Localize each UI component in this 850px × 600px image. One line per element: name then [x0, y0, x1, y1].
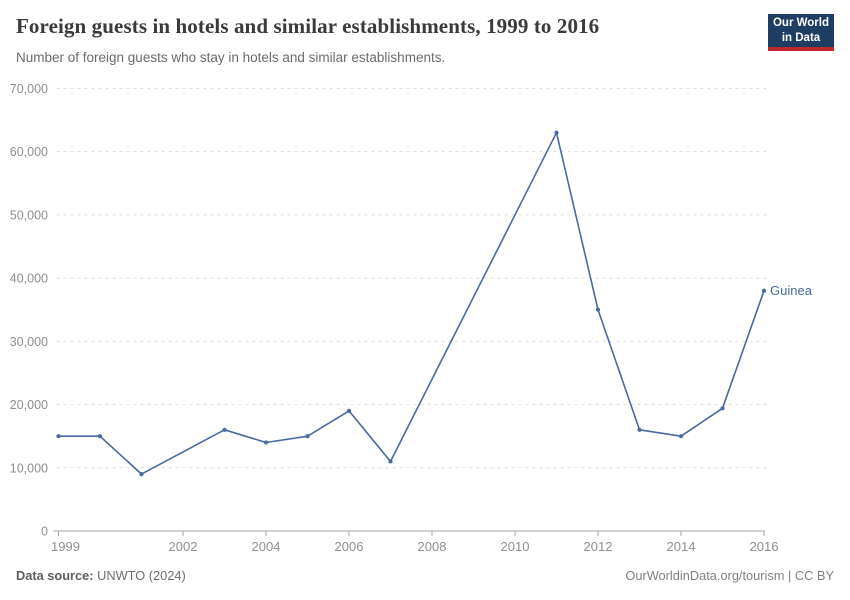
data-point-guinea-2001[interactable] [139, 472, 144, 477]
data-point-guinea-2011[interactable] [554, 130, 559, 135]
y-axis-tick-label-30000: 30,000 [10, 335, 48, 349]
y-axis-tick-label-10000: 10,000 [10, 461, 48, 475]
y-axis-tick-label-20000: 20,000 [10, 398, 48, 412]
data-point-guinea-2013[interactable] [637, 427, 642, 432]
data-point-guinea-1999[interactable] [56, 434, 61, 439]
y-axis-tick-label-50000: 50,000 [10, 208, 48, 222]
data-point-guinea-2003[interactable] [222, 427, 227, 432]
x-axis-tick-label-2004: 2004 [252, 539, 281, 554]
data-point-guinea-2016[interactable] [761, 288, 767, 293]
data-source: Data source: UNWTO (2024) [16, 568, 186, 583]
data-point-guinea-2015[interactable] [720, 406, 725, 411]
data-point-guinea-2006[interactable] [346, 408, 352, 413]
y-axis-tick-label-40000: 40,000 [10, 272, 48, 286]
page-title: Foreign guests in hotels and similar est… [16, 14, 600, 38]
x-axis-tick-label-2008: 2008 [418, 539, 447, 554]
x-axis-tick-label-2012: 2012 [584, 539, 613, 554]
owid-logo[interactable]: Our World in Data [768, 14, 834, 51]
owid-logo-line1: Our World [772, 17, 829, 30]
y-axis-tick-label-0: 0 [41, 525, 48, 539]
x-axis-tick-label-2006: 2006 [335, 539, 364, 554]
y-axis-tick-label-60000: 60,000 [10, 145, 48, 159]
chart-footer: Data source: UNWTO (2024) OurWorldinData… [16, 568, 834, 583]
data-point-guinea-2000[interactable] [97, 434, 103, 439]
x-axis-tick-label-2016: 2016 [750, 539, 779, 554]
x-axis-tick-label-2002: 2002 [169, 539, 198, 554]
data-point-guinea-2012[interactable] [595, 307, 601, 312]
owid-logo-line2: in Data [781, 31, 821, 44]
license-credit-link[interactable]: OurWorldinData.org/tourism | CC BY [625, 568, 834, 583]
data-point-guinea-2005[interactable] [305, 434, 310, 439]
y-axis-tick-label-70000: 70,000 [10, 82, 48, 96]
series-end-label-guinea[interactable]: Guinea [770, 283, 813, 298]
data-source-label: Data source: [16, 568, 94, 583]
x-axis-tick-label-2010: 2010 [501, 539, 530, 554]
x-axis-tick-label-1999: 1999 [51, 539, 80, 554]
data-point-guinea-2014[interactable] [678, 434, 684, 439]
page-subtitle: Number of foreign guests who stay in hot… [16, 50, 446, 65]
data-point-guinea-2007[interactable] [388, 459, 393, 464]
data-source-name: UNWTO (2024) [97, 568, 186, 583]
x-axis-tick-label-2014: 2014 [667, 539, 696, 554]
line-guinea[interactable] [57, 131, 765, 475]
data-point-guinea-2004[interactable] [263, 440, 269, 445]
